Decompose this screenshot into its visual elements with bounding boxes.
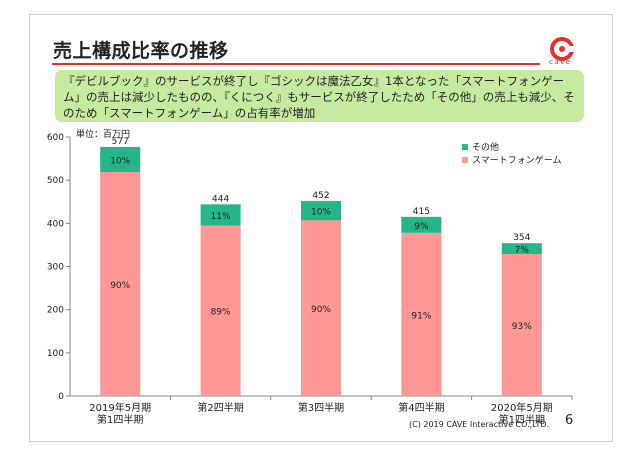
- bar-segment-smartphone: [401, 232, 442, 396]
- x-category-label: 第2四半期: [197, 401, 243, 414]
- bar-total-label: 354: [513, 233, 530, 243]
- bar-percent-label-smartphone: 90%: [311, 305, 331, 315]
- x-category-label: 第1四半期: [97, 413, 143, 426]
- unit-label: 単位：百万円: [76, 130, 131, 140]
- y-tick-label: 0: [58, 392, 64, 402]
- cave-logo-icon: [550, 37, 574, 61]
- legend-swatch-smartphone: [462, 156, 468, 163]
- bar-total-label: 577: [112, 137, 129, 147]
- bar-segment-other: [100, 146, 141, 172]
- bar-percent-label-smartphone: 93%: [512, 322, 532, 332]
- bar-segment-smartphone: [100, 171, 141, 396]
- y-tick-label: 600: [47, 133, 64, 143]
- legend-item-smartphone: スマートフォンゲーム: [462, 153, 561, 166]
- bar-segment-smartphone: [200, 225, 241, 396]
- bar-percent-label-other: 10%: [311, 208, 331, 218]
- summary-note: 『デビルブック』のサービスが終了し『ゴシックは魔法乙女』1本となった「スマートフ…: [55, 70, 584, 122]
- slide-title: 売上構成比率の推移: [53, 40, 229, 62]
- legend-label-smartphone: スマートフォンゲーム: [472, 156, 562, 166]
- x-category-label: 2020年5月期: [491, 401, 553, 414]
- bar-segment-other: [501, 243, 542, 254]
- legend-swatch-other: [462, 143, 468, 150]
- y-tick-label: 500: [47, 176, 64, 186]
- bar-percent-label-smartphone: 89%: [211, 308, 231, 318]
- bar-percent-label-other: 7%: [515, 246, 530, 256]
- bar-percent-label-smartphone: 90%: [110, 281, 130, 291]
- title-underline: [52, 63, 540, 65]
- page-number: 6: [565, 413, 574, 428]
- y-tick-label: 400: [47, 219, 64, 229]
- y-tick-label: 300: [47, 263, 64, 273]
- chart-legend: その他 スマートフォンゲーム: [462, 140, 561, 166]
- bar-total-label: 415: [413, 207, 430, 217]
- bar-segment-other: [401, 216, 442, 233]
- copyright-footer: (C) 2019 CAVE Interactive CO.,LTD.: [409, 420, 550, 429]
- bar-segment-other: [200, 204, 241, 226]
- bar-segment-smartphone: [501, 253, 542, 396]
- bar-percent-label-other: 9%: [414, 222, 429, 232]
- bar-percent-label-other: 11%: [211, 212, 231, 222]
- logo-wordmark: cave: [549, 58, 572, 66]
- bar-segment-smartphone: [301, 220, 341, 396]
- x-category-label: 第4四半期: [398, 401, 444, 414]
- y-tick-label: 100: [47, 349, 64, 359]
- x-category-label: 第1四半期: [499, 413, 545, 426]
- bar-total-label: 452: [312, 191, 329, 201]
- bar-segment-other: [301, 200, 341, 221]
- bar-total-label: 444: [212, 194, 229, 204]
- bar-percent-label-other: 10%: [110, 156, 130, 166]
- legend-label-other: その他: [472, 143, 500, 153]
- bar-percent-label-smartphone: 91%: [411, 311, 431, 321]
- legend-item-other: その他: [462, 140, 561, 153]
- x-category-label: 第3四半期: [298, 401, 344, 414]
- y-tick-label: 200: [47, 306, 64, 316]
- x-category-label: 2019年5月期: [89, 401, 151, 414]
